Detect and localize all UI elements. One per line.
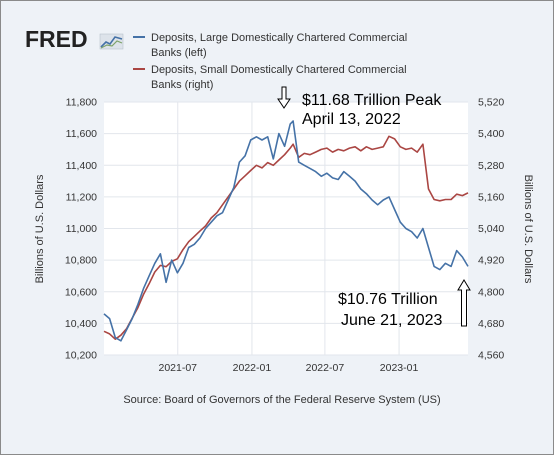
left-tick-label: 10,200 [65,350,97,362]
peak-annotation: $11.68 Trillion Peak April 13, 2022 [277,86,442,128]
legend: Deposits, Large Domestically Chartered C… [133,32,407,91]
peak-down-arrow-icon [277,86,291,109]
right-tick-label: 5,040 [478,223,504,235]
right-axis-ticks: 4,560 4,680 4,800 4,920 5,040 5,160 5,280 5,400… [478,97,504,362]
left-axis-ticks: 10,200 10,400 10,600 10,800 11,000 11,200 11,4… [65,97,97,362]
x-tick-label: 2021-07 [158,362,197,374]
series-layer [103,120,469,342]
left-tick-label: 11,000 [66,223,97,235]
left-tick-label: 10,600 [65,286,97,298]
right-tick-label: 4,680 [478,318,504,330]
source-note: Source: Board of Governors of the Federa… [123,394,440,406]
right-tick-label: 5,280 [478,160,504,172]
peak-annotation-line1: $11.68 Trillion Peak [302,92,442,109]
right-tick-label: 5,520 [478,97,504,109]
right-tick-label: 5,160 [478,191,504,203]
right-tick-label: 5,400 [478,128,504,140]
legend-label-small-banks-line1: Deposits, Small Domestically Chartered C… [151,64,407,76]
left-tick-label: 10,400 [65,318,97,330]
left-tick-label: 11,200 [66,191,97,203]
current-annotation: $10.76 Trillion June 21, 2023 [338,279,471,329]
x-tick-label: 2022-07 [306,362,345,374]
x-tick-label: 2022-01 [233,362,272,374]
peak-annotation-line2: April 13, 2022 [302,111,401,128]
current-up-arrow-icon [457,279,471,327]
right-tick-label: 4,800 [478,286,504,298]
legend-label-large-banks-line2: Banks (left) [151,47,207,59]
right-tick-label: 4,920 [478,255,504,267]
left-tick-label: 11,600 [66,128,97,140]
left-tick-label: 11,400 [66,160,97,172]
series-line-large-banks [103,120,469,342]
current-annotation-line2: June 21, 2023 [341,312,443,329]
legend-label-small-banks-line2: Banks (right) [151,79,213,91]
left-tick-label: 11,800 [66,97,97,109]
fred-logo-text: FRED [25,26,88,52]
fred-logo-chart-icon [99,33,124,50]
left-axis-title: Billions of U.S. Dollars [34,174,46,283]
fred-logo[interactable]: FRED [25,26,124,52]
right-axis-title: Billions of U.S. Dollars [522,175,534,284]
x-axis-ticks: 2021-07 2022-01 2022-07 2023-01 [158,362,418,374]
left-tick-label: 10,800 [65,255,97,267]
current-annotation-line1: $10.76 Trillion [338,291,438,308]
series-line-small-banks [103,135,469,341]
x-tick-label: 2023-01 [380,362,419,374]
right-tick-label: 4,560 [478,350,504,362]
legend-label-large-banks-line1: Deposits, Large Domestically Chartered C… [151,32,407,44]
